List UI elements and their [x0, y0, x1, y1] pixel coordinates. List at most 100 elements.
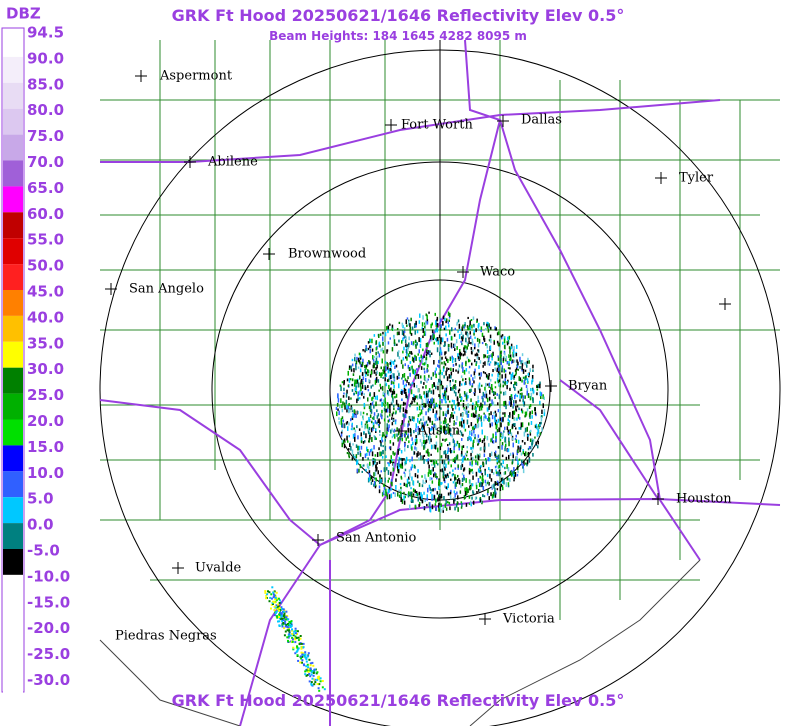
echo-pixel — [454, 499, 456, 502]
echo-pixel — [455, 443, 458, 447]
echo-pixel — [319, 677, 322, 680]
echo-pixel — [441, 482, 443, 485]
echo-pixel — [460, 421, 463, 426]
echo-pixel — [489, 361, 492, 364]
echo-pixel — [351, 424, 353, 428]
echo-pixel — [440, 357, 442, 362]
echo-pixel — [490, 478, 493, 482]
echo-pixel — [380, 443, 382, 447]
echo-pixel — [465, 349, 467, 353]
echo-pixel — [421, 499, 424, 504]
echo-pixel — [522, 368, 525, 374]
echo-pixel — [385, 408, 387, 413]
echo-pixel — [444, 398, 447, 404]
echo-pixel — [539, 391, 542, 397]
echo-pixel — [397, 465, 399, 471]
echo-pixel — [432, 408, 434, 414]
echo-pixel — [414, 354, 416, 359]
city-label: Tyler — [679, 171, 714, 186]
echo-pixel — [467, 316, 469, 320]
echo-pixel — [377, 351, 379, 354]
echo-pixel — [345, 422, 348, 425]
echo-pixel — [422, 335, 424, 339]
echo-pixel — [281, 620, 284, 622]
echo-pixel — [273, 601, 276, 604]
echo-pixel — [384, 373, 387, 377]
echo-pixel — [360, 445, 363, 450]
echo-pixel — [483, 449, 486, 453]
echo-pixel — [293, 637, 296, 640]
echo-pixel — [489, 457, 491, 462]
echo-pixel — [369, 393, 371, 396]
echo-pixel — [471, 362, 473, 366]
echo-pixel — [498, 472, 500, 477]
echo-pixel — [289, 634, 292, 637]
echo-pixel — [478, 470, 481, 473]
echo-pixel — [314, 681, 317, 684]
echo-pixel — [432, 389, 435, 395]
echo-pixel — [448, 319, 450, 322]
echo-pixel — [535, 441, 537, 446]
echo-pixel — [278, 613, 281, 616]
echo-pixel — [442, 473, 445, 479]
echo-pixel — [496, 393, 498, 396]
echo-pixel — [407, 388, 410, 394]
echo-pixel — [342, 439, 345, 445]
echo-pixel — [487, 375, 489, 380]
echo-pixel — [516, 344, 518, 349]
echo-pixel — [469, 500, 472, 505]
echo-pixel — [444, 393, 447, 397]
echo-pixel — [362, 415, 364, 421]
echo-pixel — [494, 417, 496, 423]
echo-pixel — [500, 351, 502, 355]
echo-pixel — [405, 353, 408, 356]
echo-pixel — [440, 460, 442, 464]
echo-pixel — [366, 463, 369, 469]
echo-pixel — [280, 601, 283, 604]
echo-pixel — [452, 458, 455, 462]
echo-pixel — [362, 411, 365, 415]
echo-pixel — [386, 467, 388, 471]
echo-pixel — [364, 453, 367, 459]
echo-pixel — [368, 378, 370, 383]
echo-pixel — [477, 404, 479, 408]
echo-pixel — [508, 354, 510, 358]
echo-pixel — [356, 379, 359, 384]
echo-pixel — [392, 411, 395, 415]
echo-pixel — [341, 408, 344, 413]
echo-pixel — [378, 389, 380, 392]
echo-pixel — [470, 422, 473, 427]
echo-pixel — [485, 390, 487, 394]
echo-pixel — [406, 345, 408, 349]
echo-pixel — [514, 381, 516, 385]
echo-pixel — [429, 408, 431, 411]
echo-pixel — [494, 391, 497, 395]
echo-pixel — [275, 591, 278, 594]
echo-pixel — [408, 336, 410, 341]
echo-pixel — [279, 615, 282, 618]
echo-pixel — [526, 390, 528, 396]
echo-pixel — [432, 467, 434, 472]
echo-pixel — [408, 481, 411, 487]
echo-pixel — [365, 371, 367, 375]
echo-pixel — [510, 343, 513, 349]
echo-pixel — [265, 594, 268, 597]
echo-pixel — [490, 492, 492, 497]
echo-pixel — [449, 356, 452, 361]
echo-pixel — [508, 335, 511, 340]
echo-pixel — [507, 482, 510, 486]
echo-pixel — [336, 403, 339, 407]
echo-pixel — [282, 615, 285, 617]
echo-pixel — [371, 476, 373, 479]
echo-pixel — [474, 353, 477, 357]
echo-pixel — [481, 500, 483, 505]
echo-pixel — [416, 493, 418, 497]
echo-pixel — [508, 401, 511, 406]
echo-pixel — [490, 338, 492, 344]
echo-pixel — [410, 341, 413, 345]
echo-pixel — [486, 397, 489, 403]
echo-pixel — [446, 367, 448, 372]
echo-pixel — [477, 324, 480, 329]
echo-pixel — [441, 398, 443, 404]
echo-pixel — [438, 479, 440, 485]
